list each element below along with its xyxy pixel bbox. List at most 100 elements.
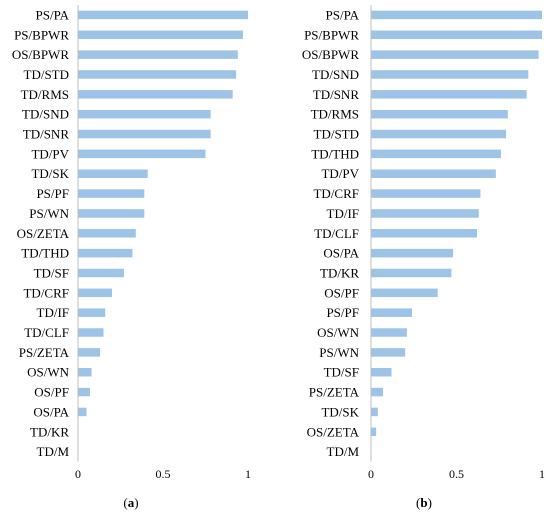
category-label: PS/ZETA bbox=[309, 385, 360, 400]
bar-td-std bbox=[371, 129, 507, 139]
bar-td-kr bbox=[371, 268, 452, 278]
x-tick-label: 0 bbox=[75, 467, 81, 481]
category-label: TD/CRF bbox=[313, 186, 359, 201]
bar-td-sf bbox=[371, 367, 392, 377]
bar-ps-pa bbox=[371, 10, 542, 20]
chart-panel-b: PS/PA PS/BPWR OS/BPWR TD/SND TD/SNR TD/RMS TD/… bbox=[302, 5, 545, 510]
x-tick-label: 0.5 bbox=[449, 467, 464, 481]
bar-td-if bbox=[78, 308, 106, 317]
x-tick-label: 1 bbox=[245, 467, 251, 481]
bar-ps-zeta bbox=[371, 387, 383, 397]
bar-td-thd bbox=[371, 149, 501, 159]
category-label: PS/BPWR bbox=[304, 27, 359, 42]
bar-td-snr bbox=[371, 90, 527, 99]
bar-os-pf bbox=[78, 387, 90, 397]
bar-td-sf bbox=[78, 268, 124, 278]
x-tick-label: 1 bbox=[539, 467, 545, 481]
bar-td-sk bbox=[371, 407, 378, 417]
category-label: OS/WN bbox=[27, 365, 70, 380]
category-label: TD/RMS bbox=[311, 107, 359, 122]
bar-td-crf bbox=[78, 288, 112, 298]
bar-ps-bpwr bbox=[78, 30, 243, 40]
category-label: TD/THD bbox=[21, 246, 69, 261]
category-label: OS/WN bbox=[317, 325, 360, 340]
bar-os-pf bbox=[371, 288, 438, 298]
category-label: TD/CLF bbox=[24, 325, 69, 340]
category-label: TD/SK bbox=[321, 404, 359, 419]
bar-td-std bbox=[78, 70, 237, 79]
category-label: TD/PV bbox=[321, 166, 359, 181]
bar-ps-zeta bbox=[78, 348, 101, 357]
category-label: PS/PF bbox=[36, 186, 69, 201]
bar-td-clf bbox=[371, 229, 478, 238]
panel-label: (a) bbox=[123, 495, 138, 510]
category-label: OS/PF bbox=[324, 285, 359, 300]
category-label: PS/PF bbox=[326, 305, 359, 320]
bar-td-pv bbox=[78, 149, 206, 159]
bar-os-bpwr bbox=[371, 50, 539, 59]
bar-td-crf bbox=[371, 189, 481, 198]
bar-os-wn bbox=[78, 367, 92, 377]
bar-td-if bbox=[371, 209, 479, 218]
category-label: TD/PV bbox=[31, 146, 69, 161]
category-label: TD/THD bbox=[311, 146, 359, 161]
category-label: TD/SND bbox=[312, 67, 359, 82]
category-label: PS/ZETA bbox=[19, 345, 70, 360]
category-label: OS/ZETA bbox=[17, 226, 70, 241]
category-label: PS/WN bbox=[29, 206, 69, 221]
category-label: TD/CRF bbox=[23, 285, 69, 300]
category-label: OS/BPWR bbox=[302, 47, 359, 62]
bar-ps-bpwr bbox=[371, 30, 542, 40]
category-label: OS/BPWR bbox=[12, 47, 69, 62]
category-label: OS/ZETA bbox=[307, 424, 360, 439]
bar-td-clf bbox=[78, 328, 104, 337]
bar-ps-wn bbox=[371, 348, 406, 357]
bar-td-rms bbox=[78, 90, 233, 99]
category-label: TD/M bbox=[37, 444, 70, 459]
category-label: TD/KR bbox=[30, 424, 69, 439]
category-label: TD/SNR bbox=[313, 87, 360, 102]
bar-os-bpwr bbox=[78, 50, 238, 59]
category-label: OS/PF bbox=[34, 385, 69, 400]
bar-td-rms bbox=[371, 109, 508, 119]
bar-os-pa bbox=[78, 407, 87, 417]
bar-ps-pf bbox=[371, 308, 413, 317]
bar-ps-wn bbox=[78, 209, 145, 218]
category-label: TD/SF bbox=[34, 265, 69, 280]
category-label: TD/KR bbox=[320, 265, 359, 280]
category-label: TD/IF bbox=[37, 305, 70, 320]
category-label: TD/STD bbox=[314, 127, 360, 142]
bar-td-snr bbox=[78, 129, 211, 139]
bar-os-pa bbox=[371, 248, 454, 258]
category-label: PS/PA bbox=[36, 7, 70, 22]
chart-panel-a: PS/PA PS/BPWR OS/BPWR TD/STD TD/RMS TD/SND TD/… bbox=[12, 5, 251, 510]
bar-td-sk bbox=[78, 169, 148, 178]
x-tick-label: 0.5 bbox=[156, 467, 171, 481]
category-label: PS/PA bbox=[326, 7, 360, 22]
category-label: TD/SNR bbox=[23, 127, 70, 142]
category-label: TD/M bbox=[327, 444, 360, 459]
category-label: PS/WN bbox=[319, 345, 359, 360]
category-label: TD/SF bbox=[324, 365, 359, 380]
category-label: TD/SND bbox=[22, 107, 69, 122]
category-label: OS/PA bbox=[323, 246, 359, 261]
bar-os-wn bbox=[371, 328, 407, 337]
panel-label: (b) bbox=[416, 495, 432, 510]
category-label: TD/CLF bbox=[314, 226, 359, 241]
bar-td-thd bbox=[78, 248, 133, 258]
bar-td-snd bbox=[78, 109, 211, 119]
bar-os-zeta bbox=[78, 229, 136, 238]
bar-td-snd bbox=[371, 70, 529, 79]
category-label: TD/SK bbox=[31, 166, 69, 181]
bar-ps-pf bbox=[78, 189, 145, 198]
x-tick-label: 0 bbox=[368, 467, 374, 481]
category-label: PS/BPWR bbox=[14, 27, 69, 42]
bar-ps-pa bbox=[78, 10, 248, 20]
bar-os-zeta bbox=[371, 427, 377, 437]
category-label: TD/STD bbox=[24, 67, 70, 82]
category-label: OS/PA bbox=[33, 404, 69, 419]
category-label: TD/RMS bbox=[21, 87, 69, 102]
bar-td-pv bbox=[371, 169, 496, 178]
